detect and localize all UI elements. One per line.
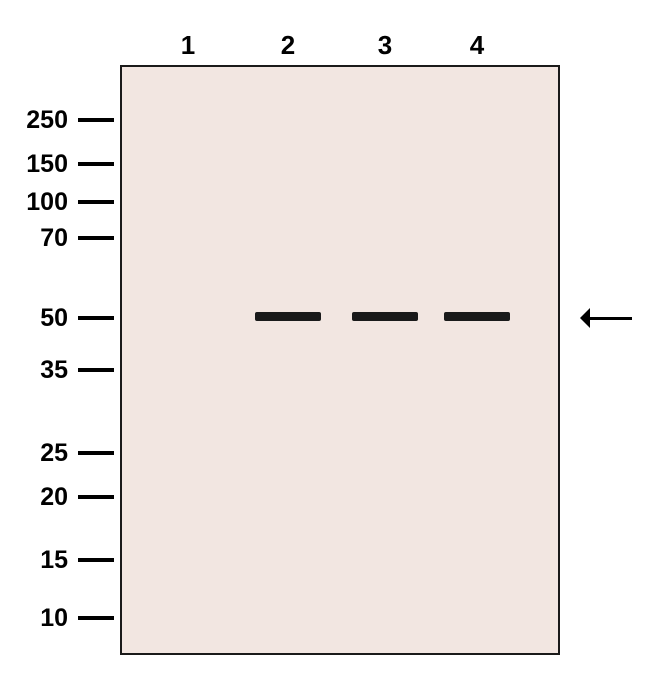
band-lane-3: [352, 312, 418, 321]
mw-tick-100: [78, 200, 114, 204]
western-blot-figure: 1 2 3 4 250 150 100 70 50 35 25 20 15 10: [0, 0, 650, 679]
mw-tick-25: [78, 451, 114, 455]
mw-tick-250: [78, 118, 114, 122]
arrow-shaft: [590, 317, 632, 320]
mw-label-15: 15: [10, 546, 68, 575]
mw-tick-20: [78, 495, 114, 499]
mw-tick-10: [78, 616, 114, 620]
band-lane-4: [444, 312, 510, 321]
mw-label-20: 20: [10, 483, 68, 512]
mw-tick-15: [78, 558, 114, 562]
lane-label-2: 2: [273, 30, 303, 61]
mw-label-100: 100: [10, 188, 68, 217]
lane-label-4: 4: [462, 30, 492, 61]
mw-label-50: 50: [10, 304, 68, 333]
lane-label-3: 3: [370, 30, 400, 61]
mw-label-250: 250: [10, 106, 68, 135]
blot-membrane: [120, 65, 560, 655]
mw-label-35: 35: [10, 356, 68, 385]
mw-tick-50: [78, 316, 114, 320]
mw-label-70: 70: [10, 224, 68, 253]
mw-tick-70: [78, 236, 114, 240]
arrow-head-icon: [580, 308, 590, 328]
mw-label-150: 150: [10, 150, 68, 179]
lane-label-1: 1: [173, 30, 203, 61]
band-lane-2: [255, 312, 321, 321]
mw-label-10: 10: [10, 604, 68, 633]
mw-tick-150: [78, 162, 114, 166]
mw-tick-35: [78, 368, 114, 372]
mw-label-25: 25: [10, 439, 68, 468]
